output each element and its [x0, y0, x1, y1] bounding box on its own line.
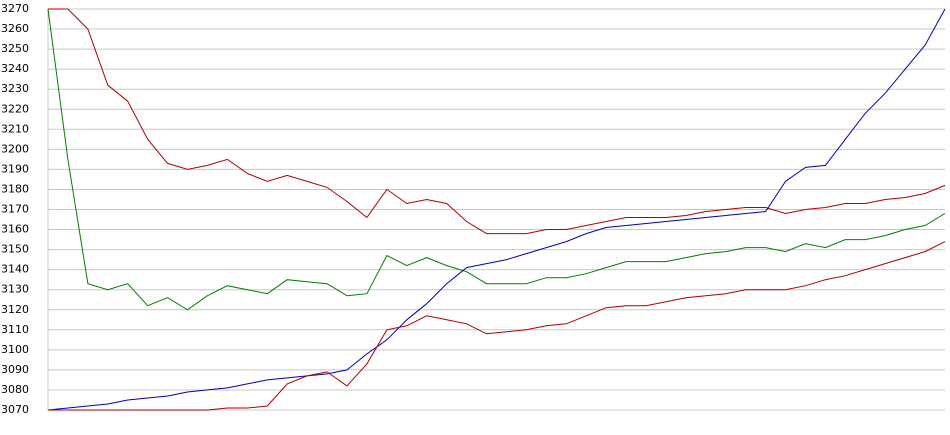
y-tick-label: 3250 — [1, 42, 29, 55]
y-tick-label: 3150 — [1, 243, 29, 256]
y-tick-label: 3270 — [1, 2, 29, 15]
y-tick-label: 3210 — [1, 122, 29, 135]
y-tick-label: 3220 — [1, 102, 29, 115]
y-tick-label: 3160 — [1, 223, 29, 236]
y-tick-label: 3200 — [1, 142, 29, 155]
y-tick-label: 3120 — [1, 303, 29, 316]
y-tick-label: 3180 — [1, 182, 29, 195]
series-line — [47, 8, 946, 411]
y-tick-label: 3090 — [1, 363, 29, 376]
y-tick-label: 3190 — [1, 162, 29, 175]
y-tick-label: 3110 — [1, 323, 29, 336]
series-line — [48, 8, 946, 235]
series-line — [48, 241, 946, 411]
y-tick-label: 3130 — [1, 283, 29, 296]
y-tick-label: 3230 — [1, 82, 29, 95]
y-tick-label: 3080 — [1, 383, 29, 396]
y-tick-label: 3100 — [1, 343, 29, 356]
y-tick-label: 3240 — [1, 62, 29, 75]
y-tick-label: 3140 — [1, 263, 29, 276]
y-tick-label: 3170 — [1, 203, 29, 216]
y-tick-label: 3070 — [1, 403, 29, 416]
series-line — [47, 8, 946, 311]
y-tick-label: 3260 — [1, 22, 29, 35]
